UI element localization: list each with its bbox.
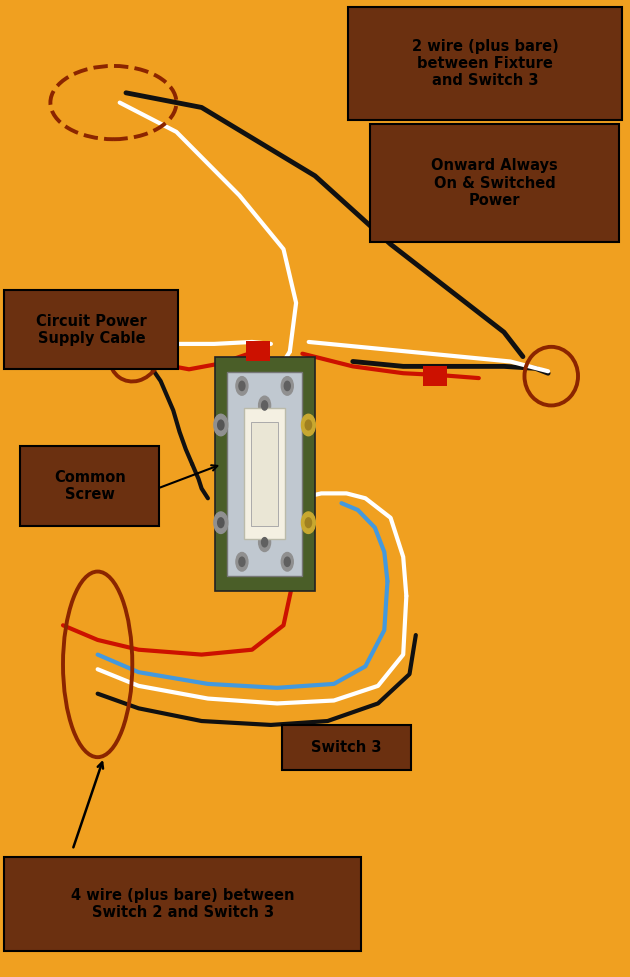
FancyBboxPatch shape [246, 341, 270, 361]
Circle shape [258, 397, 271, 415]
FancyBboxPatch shape [4, 290, 178, 369]
Circle shape [306, 518, 311, 528]
Circle shape [236, 376, 248, 395]
FancyBboxPatch shape [423, 366, 447, 386]
Circle shape [281, 552, 293, 571]
Text: Common
Screw: Common Screw [54, 470, 125, 502]
Text: 2 wire (plus bare)
between Fixture
and Switch 3: 2 wire (plus bare) between Fixture and S… [412, 39, 558, 88]
Circle shape [261, 537, 268, 547]
FancyBboxPatch shape [282, 725, 411, 770]
Text: Switch 3: Switch 3 [311, 740, 382, 755]
Circle shape [236, 552, 248, 571]
Circle shape [306, 420, 311, 430]
FancyBboxPatch shape [227, 371, 302, 575]
FancyBboxPatch shape [251, 422, 278, 526]
Circle shape [214, 512, 228, 533]
FancyBboxPatch shape [214, 357, 314, 590]
Circle shape [301, 414, 315, 436]
Text: 4 wire (plus bare) between
Switch 2 and Switch 3: 4 wire (plus bare) between Switch 2 and … [71, 887, 294, 920]
Circle shape [281, 376, 293, 395]
Circle shape [258, 533, 271, 551]
FancyBboxPatch shape [244, 408, 285, 539]
FancyBboxPatch shape [348, 7, 622, 120]
Circle shape [217, 420, 224, 430]
Circle shape [284, 381, 290, 391]
Text: Circuit Power
Supply Cable: Circuit Power Supply Cable [36, 314, 147, 346]
Circle shape [301, 512, 315, 533]
Circle shape [261, 401, 268, 410]
Circle shape [239, 557, 245, 567]
FancyBboxPatch shape [370, 124, 619, 242]
Circle shape [214, 414, 228, 436]
Circle shape [284, 557, 290, 567]
Text: Onward Always
On & Switched
Power: Onward Always On & Switched Power [431, 158, 558, 208]
FancyBboxPatch shape [4, 857, 361, 951]
Circle shape [239, 381, 245, 391]
Circle shape [217, 518, 224, 528]
FancyBboxPatch shape [20, 446, 159, 526]
